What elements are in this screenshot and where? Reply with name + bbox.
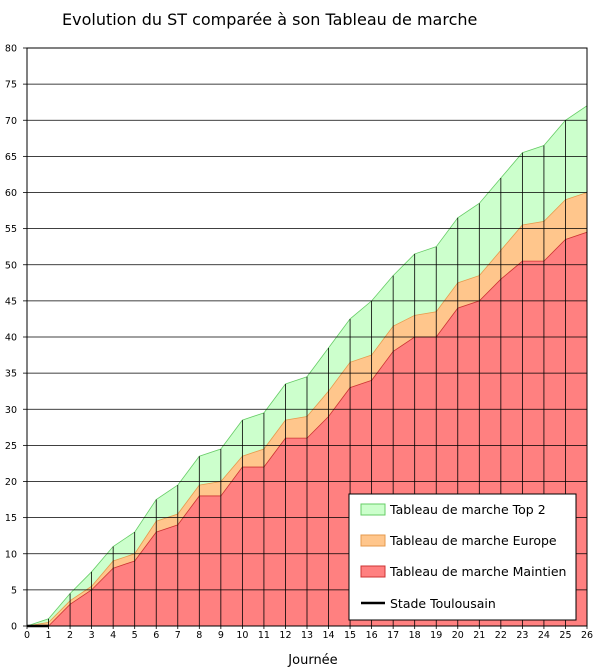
y-axis: 0 5 10 15 20 25 30 35 40 45 50 55 60 65 70 75 80 [5, 44, 27, 633]
legend-swatch-top2 [360, 503, 386, 516]
x-tick-label: 24 [538, 630, 550, 641]
legend-box [348, 493, 577, 621]
x-tick-label: 23 [516, 630, 528, 641]
x-tick-label: 20 [452, 630, 464, 641]
x-tick-label: 15 [344, 630, 356, 641]
x-tick-label: 5 [132, 630, 138, 641]
y-tick-label: 80 [5, 44, 17, 55]
x-axis-label: Journée [287, 653, 337, 668]
x-tick-label: 0 [24, 630, 30, 641]
y-tick-label: 50 [5, 260, 17, 271]
y-tick-label: 5 [11, 585, 17, 596]
y-tick-label: 25 [5, 441, 17, 452]
x-tick-label: 6 [153, 630, 159, 641]
x-tick-label: 9 [218, 630, 224, 641]
x-tick-label: 1 [46, 630, 52, 641]
x-tick-label: 12 [279, 630, 291, 641]
y-tick-label: 20 [5, 477, 17, 488]
y-tick-label: 70 [5, 116, 17, 127]
x-tick-label: 3 [89, 630, 95, 641]
y-tick-label: 55 [5, 224, 17, 235]
x-tick-label: 7 [175, 630, 181, 641]
legend-label-top2: Tableau de marche Top 2 [389, 502, 546, 517]
y-tick-label: 10 [5, 549, 17, 560]
legend-label-europe: Tableau de marche Europe [389, 533, 557, 548]
y-tick-label: 40 [5, 333, 17, 344]
x-tick-label: 4 [110, 630, 116, 641]
legend-label-stade-toulousain: Stade Toulousain [390, 596, 496, 611]
x-tick-label: 2 [67, 630, 73, 641]
legend-swatch-europe [360, 534, 386, 547]
y-tick-label: 0 [11, 622, 17, 633]
y-tick-label: 75 [5, 80, 17, 91]
y-tick-label: 30 [5, 405, 17, 416]
y-tick-label: 65 [5, 152, 17, 163]
x-tick-label: 13 [301, 630, 313, 641]
y-tick-label: 60 [5, 188, 17, 199]
x-tick-label: 11 [258, 630, 270, 641]
chart-title: Evolution du ST comparée à son Tableau d… [62, 10, 477, 29]
x-tick-label: 25 [559, 630, 571, 641]
x-tick-label: 22 [495, 630, 507, 641]
legend-swatch-maintien [360, 565, 386, 578]
x-tick-label: 21 [473, 630, 485, 641]
legend: Tableau de marche Top 2 Tableau de march… [348, 493, 577, 621]
x-tick-label: 18 [409, 630, 421, 641]
x-tick-label: 16 [366, 630, 378, 641]
legend-label-maintien: Tableau de marche Maintien [389, 564, 566, 579]
x-tick-label: 14 [322, 630, 334, 641]
x-axis: 0 1 2 3 4 5 6 7 8 9 10 11 12 13 14 15 16 17 18 19 20 21 22 23 24… [24, 626, 593, 641]
x-tick-label: 17 [387, 630, 399, 641]
x-tick-label: 19 [430, 630, 442, 641]
x-tick-label: 10 [236, 630, 248, 641]
y-tick-label: 45 [5, 296, 17, 307]
x-tick-label: 26 [581, 630, 593, 641]
x-tick-label: 8 [196, 630, 202, 641]
y-tick-label: 35 [5, 369, 17, 380]
y-tick-label: 15 [5, 513, 17, 524]
